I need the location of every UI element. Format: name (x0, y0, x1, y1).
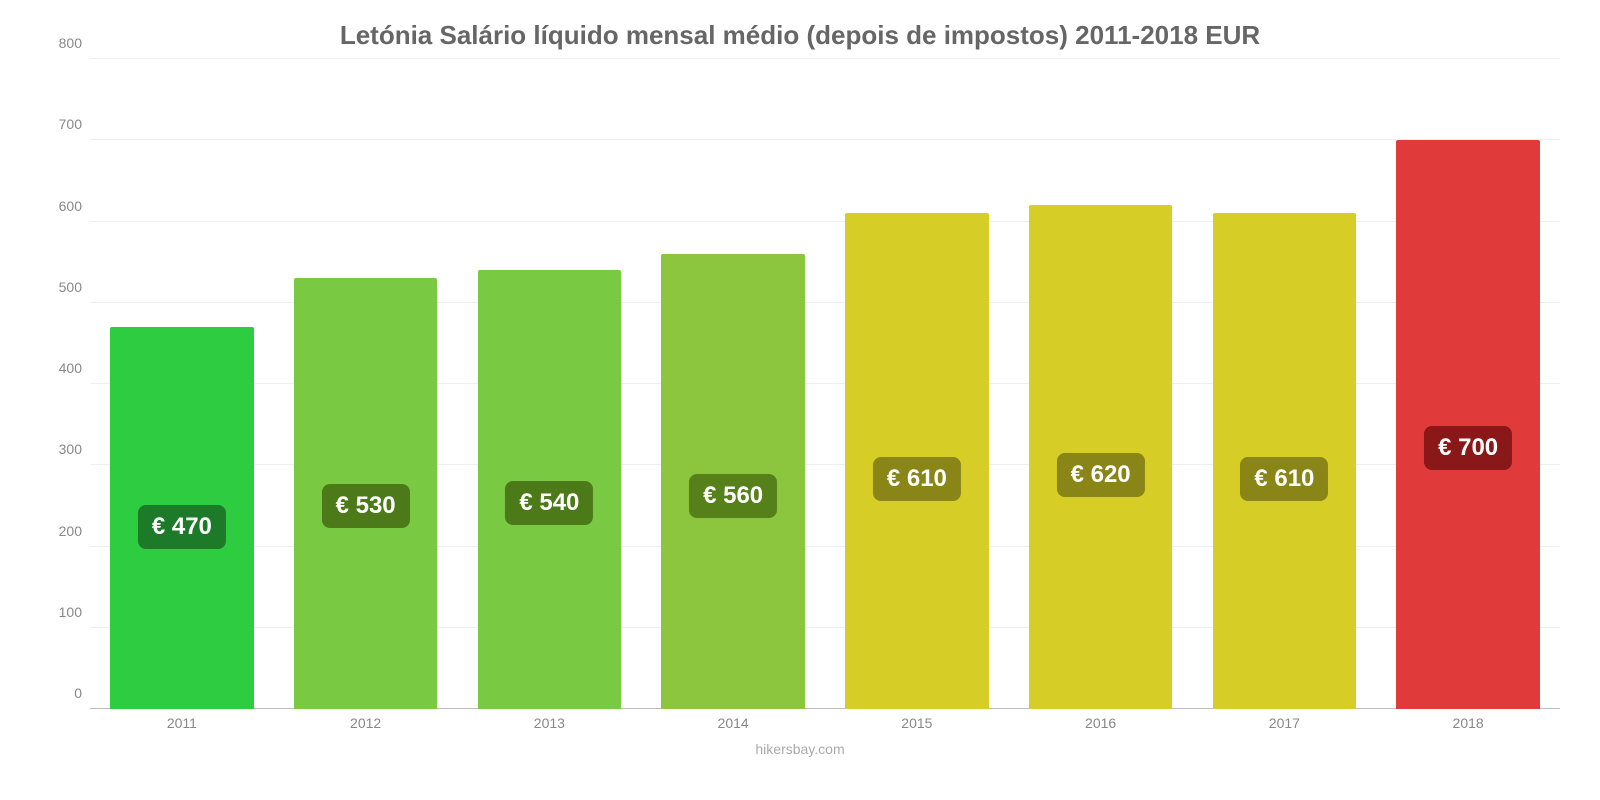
value-badge: € 530 (322, 484, 410, 528)
bar-slot: € 620 (1009, 59, 1193, 709)
bar: € 610 (1213, 213, 1356, 709)
value-badge: € 610 (1240, 457, 1328, 501)
y-tick-label: 300 (59, 441, 82, 457)
y-tick-label: 0 (74, 685, 82, 701)
y-axis: 0100200300400500600700800 (40, 59, 90, 709)
chart-title: Letónia Salário líquido mensal médio (de… (40, 20, 1560, 51)
bar-slot: € 560 (641, 59, 825, 709)
x-tick-label: 2013 (458, 709, 642, 739)
bar: € 620 (1029, 205, 1172, 709)
x-tick-label: 2012 (274, 709, 458, 739)
x-tick-label: 2017 (1193, 709, 1377, 739)
bar: € 610 (845, 213, 988, 709)
attribution-text: hikersbay.com (40, 741, 1560, 757)
x-tick-label: 2015 (825, 709, 1009, 739)
value-badge: € 610 (873, 457, 961, 501)
x-axis: 20112012201320142015201620172018 (90, 709, 1560, 739)
y-tick-label: 200 (59, 523, 82, 539)
salary-bar-chart: Letónia Salário líquido mensal médio (de… (0, 0, 1600, 800)
bar: € 560 (661, 254, 804, 709)
y-tick-label: 700 (59, 116, 82, 132)
bar-slot: € 470 (90, 59, 274, 709)
value-badge: € 700 (1424, 426, 1512, 470)
y-tick-label: 600 (59, 198, 82, 214)
bar-slot: € 610 (1193, 59, 1377, 709)
bar: € 540 (478, 270, 621, 709)
plot-area: 0100200300400500600700800 € 470€ 530€ 54… (40, 59, 1560, 739)
bar: € 530 (294, 278, 437, 709)
bar-slot: € 540 (458, 59, 642, 709)
bar: € 700 (1396, 140, 1539, 709)
bar-slot: € 530 (274, 59, 458, 709)
value-badge: € 470 (138, 505, 226, 549)
x-tick-label: 2018 (1376, 709, 1560, 739)
bar-slot: € 700 (1376, 59, 1560, 709)
y-tick-label: 400 (59, 360, 82, 376)
y-tick-label: 500 (59, 279, 82, 295)
value-badge: € 560 (689, 474, 777, 518)
x-tick-label: 2011 (90, 709, 274, 739)
bar-slot: € 610 (825, 59, 1009, 709)
x-tick-label: 2014 (641, 709, 825, 739)
value-badge: € 540 (505, 481, 593, 525)
bars-container: € 470 € 530 € 540 € 560 € 610 € 620 € 610 € 700 (90, 59, 1560, 709)
y-tick-label: 100 (59, 604, 82, 620)
bar: € 470 (110, 327, 253, 709)
y-tick-label: 800 (59, 35, 82, 51)
x-tick-label: 2016 (1009, 709, 1193, 739)
value-badge: € 620 (1057, 453, 1145, 497)
